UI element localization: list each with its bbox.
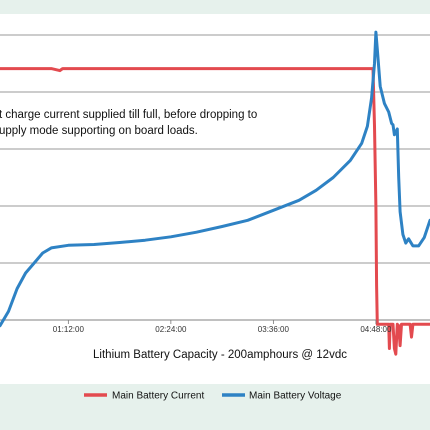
chart-title: Lithium Battery Capacity - 200amphours @… [93,349,347,361]
x-tick-label: 01:12:00 [53,325,85,334]
x-tick-label: 02:24:00 [155,325,187,334]
legend-label-voltage: Main Battery Voltage [249,391,342,402]
x-tick-layer: 01:12:00 02:24:00 03:36:00 04:48:00 [53,320,392,334]
x-tick-label: 03:36:00 [258,325,290,334]
series-layer [0,30,430,356]
annotation-line-1: t charge current supplied till full, bef… [0,109,257,121]
series-line-voltage [0,30,430,328]
legend-label-current: Main Battery Current [112,391,204,402]
series-line-current [0,67,430,356]
chart-panel [0,14,430,384]
x-tick-label: 04:48:00 [360,325,392,334]
annotation-line-2: upply mode supporting on board loads. [0,125,198,137]
grid-layer [0,34,430,321]
legend: Main Battery Current Main Battery Voltag… [84,391,342,402]
